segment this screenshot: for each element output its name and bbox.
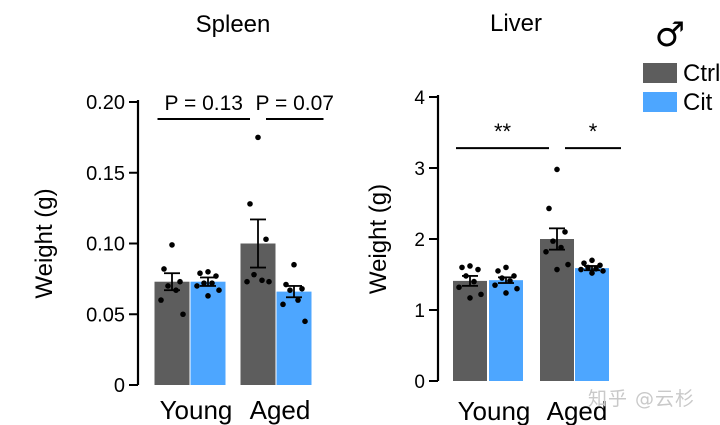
data-point bbox=[459, 264, 465, 271]
y-axis-label: Weight (g) bbox=[31, 188, 58, 298]
x-category-label: Aged bbox=[250, 395, 311, 425]
data-point bbox=[302, 318, 308, 325]
data-point bbox=[263, 236, 269, 243]
data-point bbox=[197, 270, 203, 277]
data-point bbox=[475, 266, 481, 273]
bar-cit-young bbox=[190, 281, 226, 385]
data-point bbox=[471, 278, 477, 285]
data-point bbox=[209, 280, 215, 286]
significance-label: ** bbox=[494, 119, 512, 144]
data-point bbox=[550, 238, 556, 244]
data-point bbox=[589, 270, 595, 276]
data-point bbox=[280, 301, 286, 308]
data-point bbox=[165, 283, 171, 289]
data-point bbox=[478, 291, 484, 298]
data-point bbox=[589, 257, 595, 264]
data-point bbox=[291, 261, 297, 268]
x-category-label: Aged bbox=[547, 396, 608, 425]
data-point bbox=[177, 278, 183, 285]
male-symbol-icon: ♂ bbox=[655, 15, 685, 55]
data-point bbox=[287, 287, 293, 293]
data-point bbox=[205, 293, 211, 299]
data-point bbox=[169, 242, 175, 248]
data-point bbox=[593, 266, 599, 272]
data-point bbox=[578, 266, 584, 273]
data-point bbox=[216, 287, 222, 293]
data-point bbox=[511, 273, 517, 279]
data-point bbox=[173, 287, 179, 293]
y-axis-label: Weight (g) bbox=[365, 184, 392, 294]
x-category-label: Young bbox=[160, 395, 233, 425]
bar-cit-aged bbox=[575, 268, 609, 381]
data-point bbox=[213, 273, 219, 279]
y-tick-label: 3 bbox=[414, 159, 425, 180]
data-point bbox=[558, 244, 564, 251]
y-tick-label: 0.05 bbox=[86, 304, 125, 326]
y-tick-label: 0.10 bbox=[86, 234, 125, 256]
legend-swatch bbox=[643, 92, 677, 112]
significance-label: * bbox=[589, 119, 598, 144]
y-tick-label: 0 bbox=[114, 375, 125, 397]
data-point bbox=[492, 282, 498, 288]
data-point bbox=[600, 268, 606, 274]
data-point bbox=[585, 264, 591, 271]
legend-label: Ctrl bbox=[683, 60, 720, 87]
data-point bbox=[456, 284, 462, 291]
data-point bbox=[259, 277, 265, 284]
y-tick-label: 2 bbox=[414, 230, 425, 251]
y-tick-label: 0.20 bbox=[86, 92, 125, 114]
data-point bbox=[180, 311, 186, 318]
data-point bbox=[205, 269, 211, 275]
bar-cit-aged bbox=[276, 291, 312, 385]
data-point bbox=[283, 281, 289, 288]
data-point bbox=[251, 271, 257, 278]
data-point bbox=[299, 285, 305, 292]
data-point bbox=[244, 278, 250, 285]
chart-title: Liver bbox=[490, 10, 542, 37]
significance-label: P = 0.07 bbox=[256, 92, 334, 115]
data-point bbox=[597, 262, 603, 269]
data-point bbox=[158, 297, 164, 303]
data-point bbox=[467, 263, 473, 269]
y-tick-label: 4 bbox=[414, 88, 425, 109]
data-point bbox=[295, 297, 301, 303]
data-point bbox=[503, 290, 509, 296]
data-point bbox=[266, 278, 272, 285]
watermark: 知乎 @云杉 bbox=[588, 388, 696, 410]
data-point bbox=[503, 264, 509, 271]
data-point bbox=[554, 266, 560, 273]
data-point bbox=[247, 201, 253, 207]
data-point bbox=[495, 268, 501, 274]
data-point bbox=[201, 280, 207, 286]
data-point bbox=[546, 205, 552, 212]
data-point bbox=[161, 266, 167, 272]
legend-swatch bbox=[643, 63, 677, 83]
data-point bbox=[507, 278, 513, 284]
data-point bbox=[463, 273, 469, 279]
spleen-panel: Spleen Weight (g) 0 0.05 0.10 0.15 0.20 Young Ag… bbox=[31, 11, 334, 425]
significance-label: P = 0.13 bbox=[165, 92, 243, 115]
data-point bbox=[255, 134, 261, 141]
data-point bbox=[543, 248, 549, 255]
data-point bbox=[562, 229, 568, 235]
data-point bbox=[581, 260, 587, 266]
bar-ctrl-young bbox=[154, 281, 190, 385]
data-point bbox=[565, 261, 571, 268]
chart-title: Spleen bbox=[196, 11, 271, 38]
bar-ctrl-aged bbox=[540, 239, 574, 381]
data-point bbox=[467, 295, 473, 301]
data-point bbox=[514, 285, 520, 292]
legend-label: Cit bbox=[683, 89, 713, 116]
bar-cit-young bbox=[489, 280, 523, 381]
x-category-label: Young bbox=[458, 396, 531, 425]
y-tick-label: 0.15 bbox=[86, 163, 125, 185]
data-point bbox=[194, 283, 200, 289]
data-point bbox=[554, 166, 560, 173]
y-tick-label: 0 bbox=[414, 372, 425, 393]
data-point bbox=[499, 275, 505, 281]
y-tick-label: 1 bbox=[414, 301, 425, 322]
